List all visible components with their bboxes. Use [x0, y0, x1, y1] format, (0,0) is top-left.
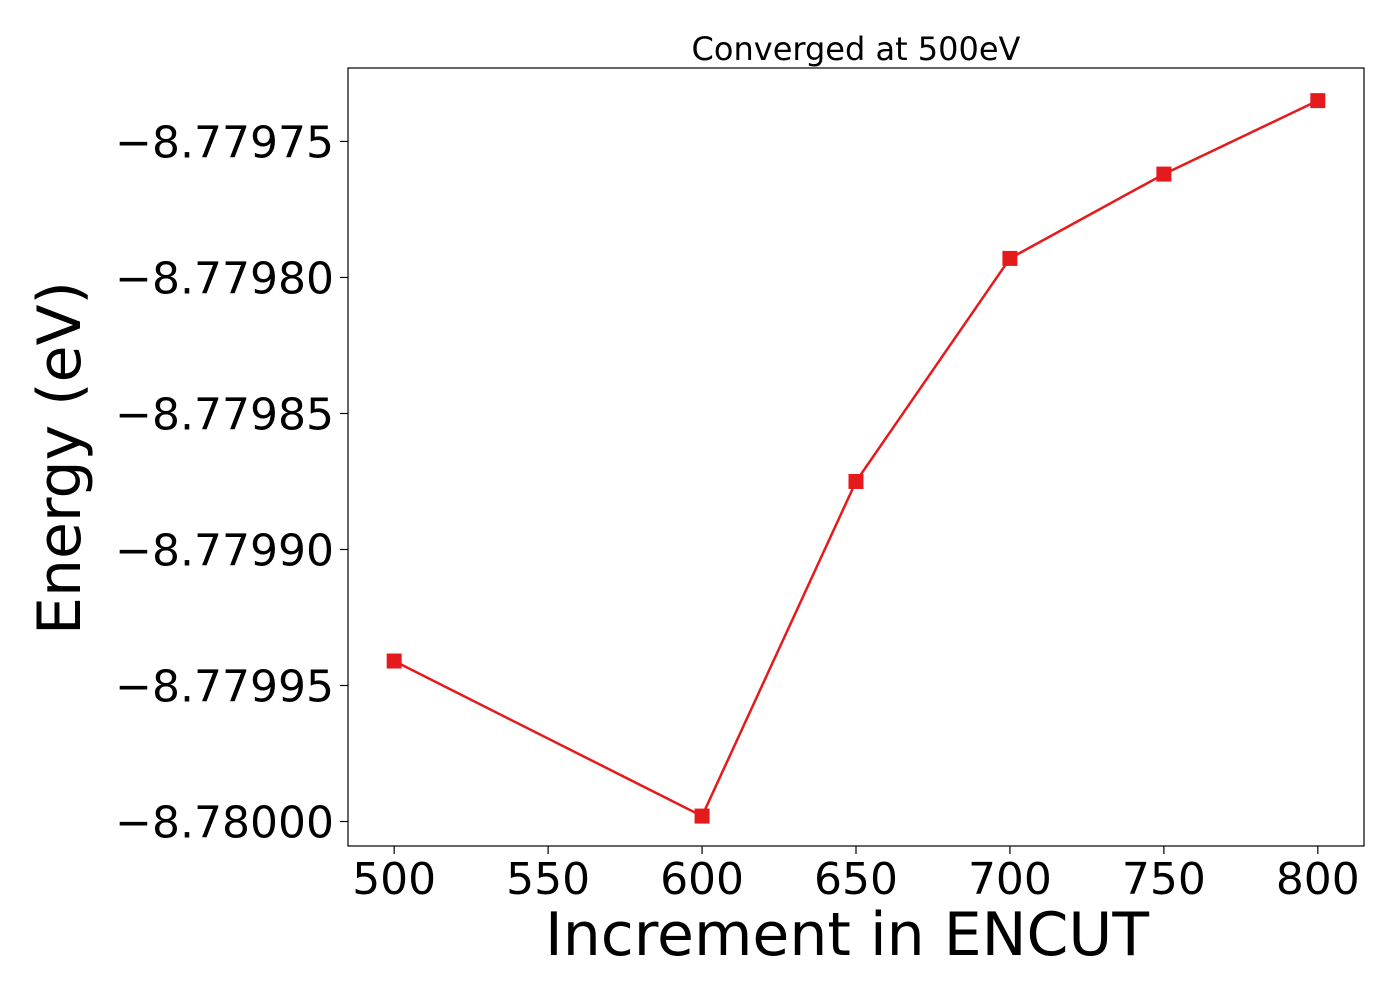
data-point-marker — [1002, 250, 1018, 266]
plot-area-frame — [347, 67, 1365, 847]
x-tick-label: 550 — [506, 854, 590, 905]
series-layer — [386, 93, 1326, 824]
data-point-marker — [1156, 166, 1172, 182]
x-tick-label: 750 — [1122, 854, 1206, 905]
data-point-marker — [386, 653, 402, 669]
y-tick-label: −8.77975 — [115, 117, 334, 168]
y-axis-ticks: −8.77975 −8.77980 −8.77985 −8.77990 −8.77995… — [115, 117, 348, 849]
y-tick-label: −8.77995 — [115, 662, 334, 713]
y-tick-label: −8.77990 — [115, 525, 334, 576]
y-tick-label: −8.77980 — [115, 253, 334, 304]
x-axis-title: Increment in ENCUT — [545, 900, 1149, 970]
x-axis-ticks: 500 550 600 650 700 750 800 — [352, 846, 1360, 905]
y-tick-label: −8.78000 — [115, 798, 334, 849]
data-point-marker — [1310, 93, 1326, 109]
y-tick-label: −8.77985 — [115, 389, 334, 440]
x-tick-label: 500 — [352, 854, 436, 905]
x-tick-label: 800 — [1276, 854, 1360, 905]
chart-title: Converged at 500eV — [692, 30, 1021, 68]
series-line — [393, 99, 1319, 818]
data-point-marker — [694, 808, 710, 824]
x-tick-label: 600 — [660, 854, 744, 905]
data-point-marker — [848, 473, 864, 489]
x-tick-label: 700 — [968, 854, 1052, 905]
y-axis-title: Energy (eV) — [25, 281, 95, 635]
x-tick-label: 650 — [814, 854, 898, 905]
